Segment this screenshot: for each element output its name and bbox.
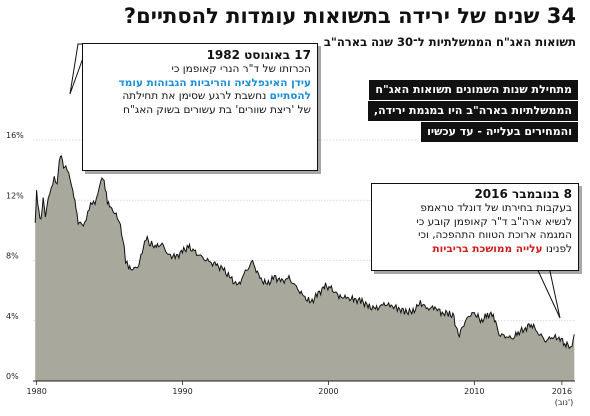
axis-layer: 0% 4% 8% 12% 16% 1980 1990 2000 2010 2016 [6, 131, 575, 396]
y-tick-label: 12% [6, 191, 24, 200]
x-tick-label: 1980 [26, 387, 46, 396]
page-title: 34 שנים של ירידה בתשואות עומדות להסתיים? [123, 4, 576, 28]
callout-2016-line-1: בעקבות בחירתו של דונלד טראמפ [420, 202, 572, 214]
note-box-line-1: מתחילת שנות השמונים תשואות האג"ח [369, 80, 578, 100]
note-box-line-3: והמחירים בעלייה - עד עכשיו [421, 122, 578, 142]
callout-2016-line-4: לפנינו [542, 242, 572, 255]
callout-1982: 17 באוגוסט 1982 הכרזתו של ד"ר הנרי קאופמ… [82, 43, 318, 171]
y-tick-label: 4% [6, 312, 19, 321]
x-tick-label: 1990 [172, 387, 192, 396]
callout-1982-line-4: של 'ריצת שוורים' בת עשורים בשוק האג"ח [123, 103, 311, 116]
y-tick-label: 0% [6, 372, 19, 381]
x-tick-label: 2000 [318, 387, 338, 396]
x-tick-label: 2010 [464, 387, 484, 396]
yield-line [34, 155, 575, 350]
x-tick-label: 2016 [552, 387, 572, 396]
callout-1982-line-1: הכרזתו של ד"ר הנרי קאופמן כי [171, 63, 311, 75]
y-tick-label: 16% [6, 131, 24, 140]
callout-2016-highlight: עלייה ממושכת בריביות [432, 242, 543, 255]
callout-1982-highlight-2: להסתיים [269, 90, 311, 102]
callout-2016-date: 8 בנובמבר 2016 [474, 187, 572, 201]
callout-2016: 8 בנובמבר 2016 בעקבות בחירתו של דונלד טר… [371, 183, 579, 271]
callout-1982-highlight-1: עידן האינפלציה והריביות הגבוהות עומד [118, 76, 311, 89]
page-subtitle: תשואות האג"ח הממשלתיות ל־30 שנה בארה"ב [323, 35, 576, 49]
callout-1982-date: 17 באוגוסט 1982 [206, 48, 311, 62]
y-tick-label: 8% [6, 252, 19, 261]
callout-1982-line-3: נחשבת לרגע שסימן את תחילתה [122, 90, 270, 102]
yield-area [35, 155, 575, 381]
callout-2016-line-2: לנשיא ארה"ב ד"ר קאופמן קובע כי [416, 215, 572, 228]
note-box-line-2: הממשלתיות בארה"ב היו במגמת ירידה, [367, 101, 578, 121]
callout-2016-line-3: המגמה ארוכת הטווח התהפכה, וכי [418, 229, 572, 241]
x-tick-note: (נוב') [555, 398, 573, 407]
plot-layer [34, 155, 575, 381]
